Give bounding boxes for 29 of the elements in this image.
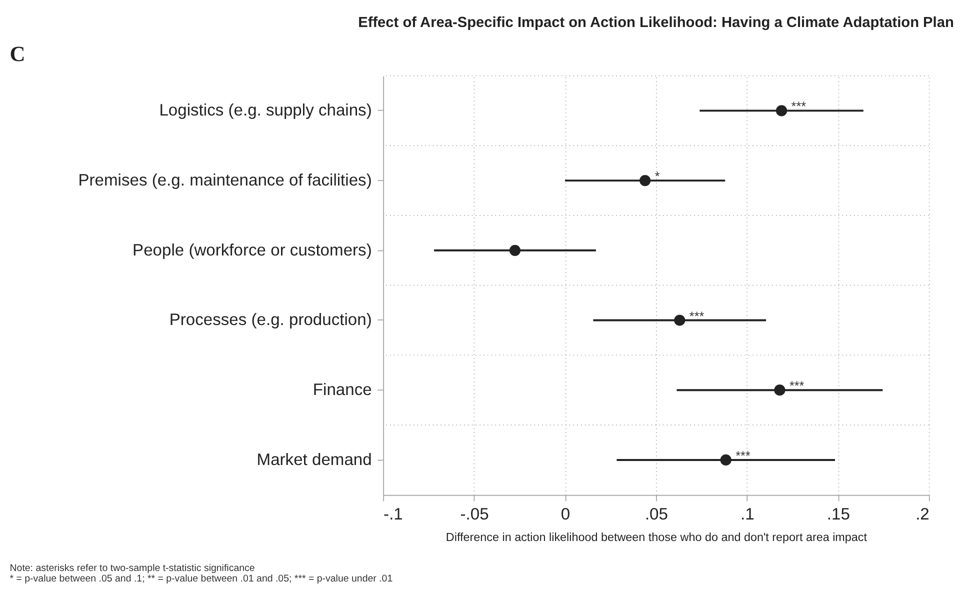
x-tick-label: -.1 <box>384 504 403 524</box>
text: Note: asterisks refer to two-sample t-statistic significance <box>10 562 255 574</box>
point <box>720 454 732 466</box>
point <box>640 175 651 186</box>
chart-title: Effect of Area-Specific Impact on Action Likelihood: Having a Climate Adaptation Plan <box>358 15 954 32</box>
x-axis-title: Difference in action likelihood between those who do and don't report area impact <box>446 531 868 544</box>
x-tick-label: .1 <box>740 504 754 524</box>
y-tick-label: People (workforce or customers) <box>132 240 372 260</box>
point <box>774 384 786 396</box>
point <box>776 105 788 116</box>
text: C <box>10 42 26 66</box>
text: * = p-value between .05 and .1; ** = p-value between .01 and .05; *** = p-value under .01 <box>10 574 393 585</box>
y-tick-label: Logistics (e.g. supply chains) <box>159 100 372 120</box>
y-tick-label: Finance <box>312 380 372 399</box>
y-tick-label: Processes (e.g. production) <box>169 310 372 330</box>
y-tick-label: Premises (e.g. maintenance of facilities) <box>78 170 372 190</box>
x-tick-label: 0 <box>560 504 570 524</box>
annotation: *** <box>791 100 806 114</box>
point <box>509 244 521 256</box>
x-tick-label: -.05 <box>460 504 489 524</box>
y-tick-label: Market demand <box>256 450 372 469</box>
x-tick-label: .15 <box>826 504 850 524</box>
annotation: *** <box>689 309 704 324</box>
x-tick-label: .2 <box>916 504 930 524</box>
annotation: *** <box>789 379 804 394</box>
annotation: *** <box>736 448 750 463</box>
x-tick-label: .05 <box>644 504 668 524</box>
point <box>674 314 686 326</box>
annotation: * <box>654 170 660 184</box>
